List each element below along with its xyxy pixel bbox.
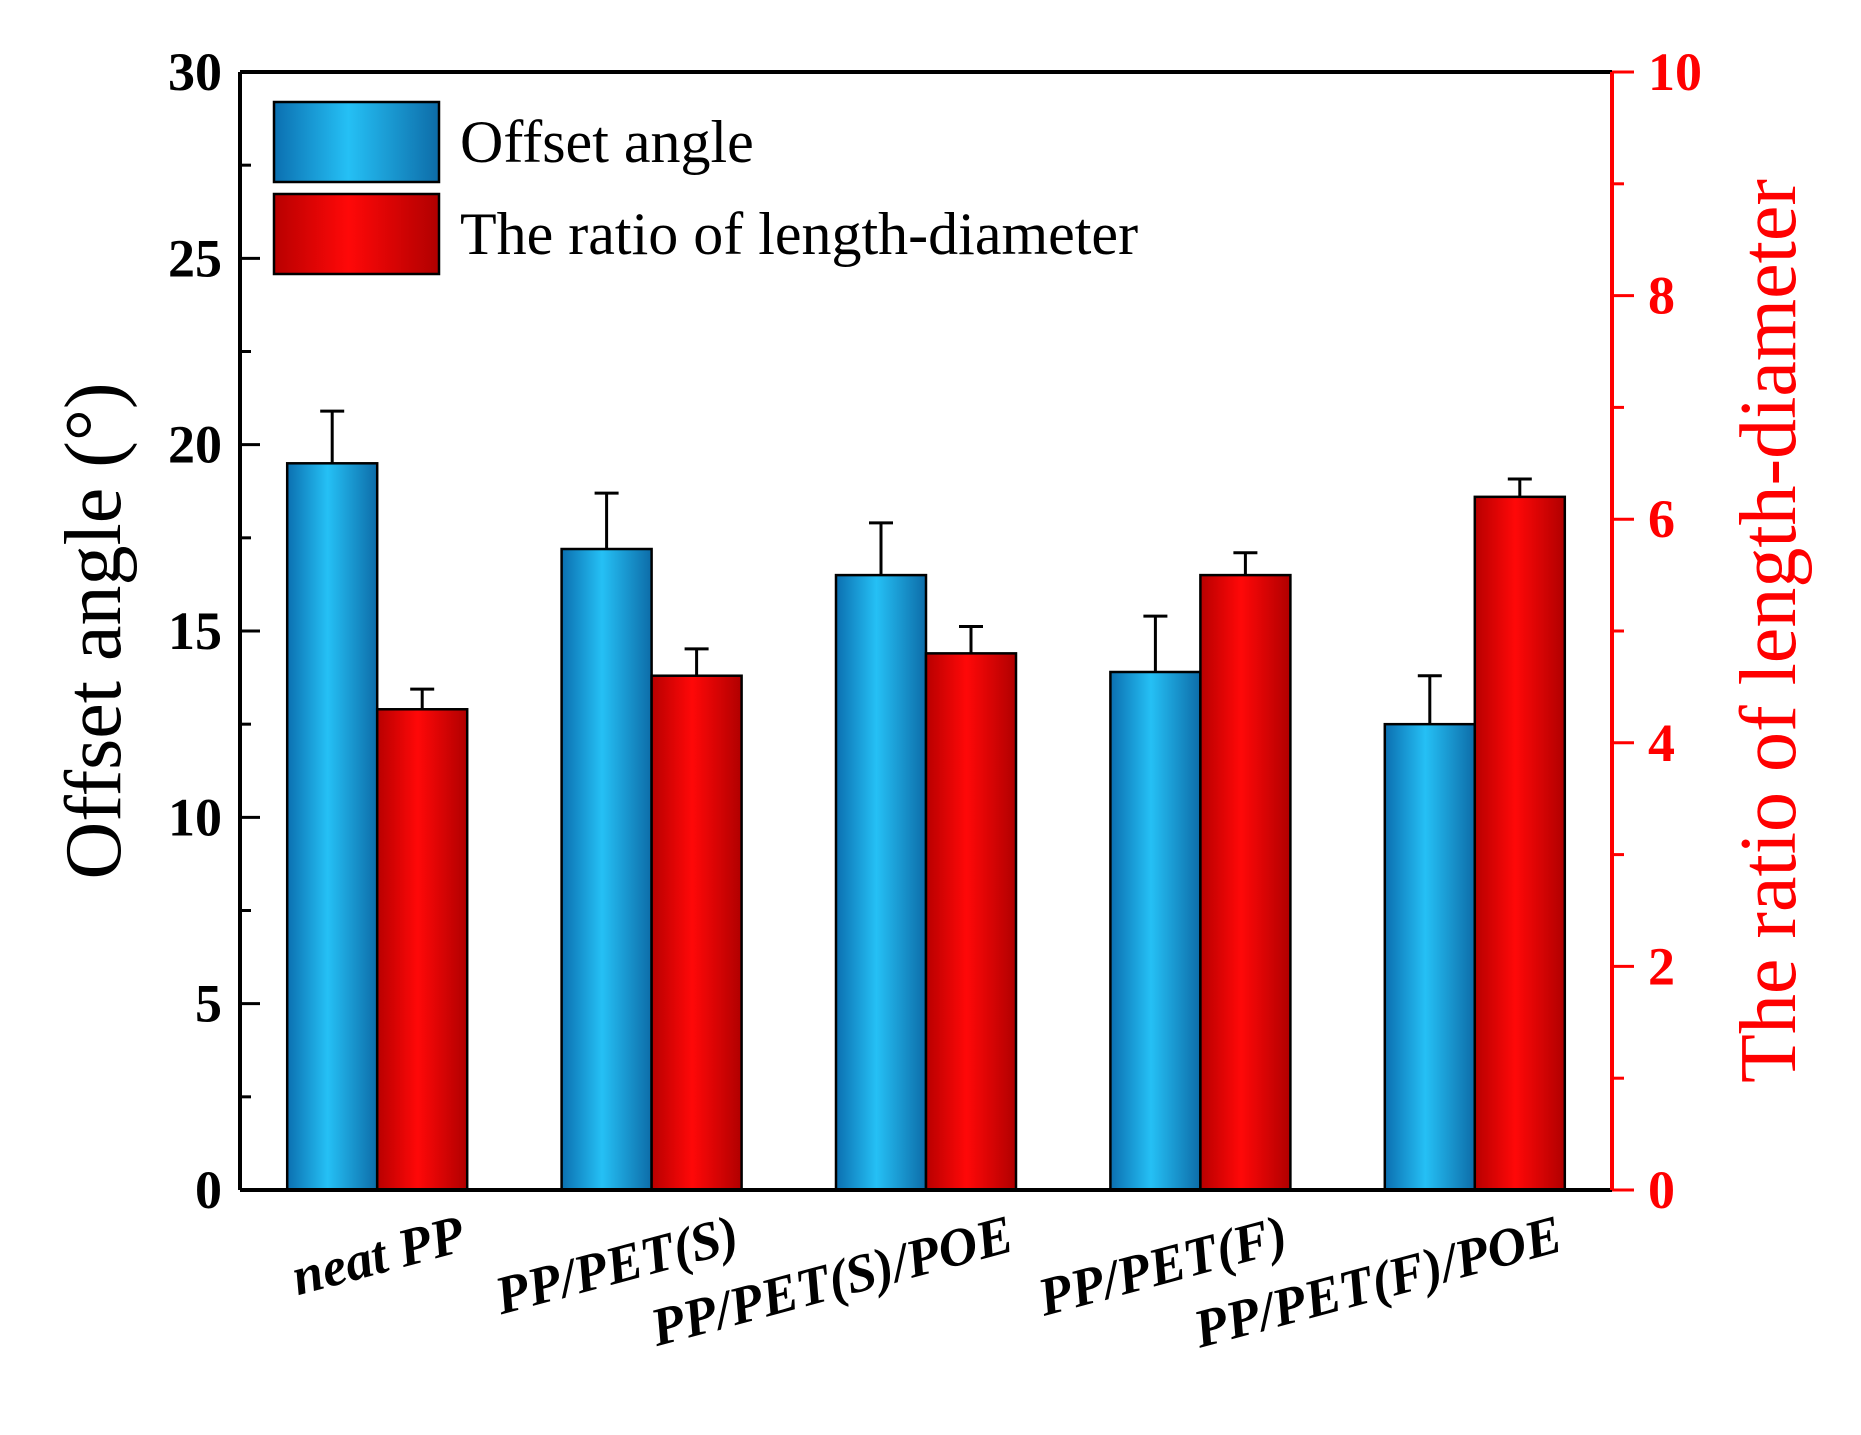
right-tick-label: 8	[1648, 266, 1675, 326]
bar-ratio-4	[1473, 495, 1567, 1192]
legend-swatch-1	[272, 192, 441, 276]
bar-ratio-3	[1199, 573, 1292, 1192]
left-tick-label: 10	[168, 787, 222, 847]
bar-offset-angle-2	[834, 573, 928, 1192]
right-tick-label: 0	[1648, 1160, 1675, 1220]
legend-label-0: Offset angle	[460, 109, 754, 175]
bar-ratio-0	[375, 708, 469, 1192]
bar-offset-angle-0	[285, 462, 379, 1192]
right-tick-label: 2	[1648, 936, 1675, 996]
left-axis-title: Offset angle (°)	[50, 383, 138, 880]
bar-ratio-1	[650, 674, 743, 1192]
left-tick-label: 5	[195, 974, 222, 1034]
left-tick-label: 15	[168, 601, 222, 661]
right-axis-title: The ratio of length-diameter	[1725, 179, 1813, 1083]
left-tick-label: 20	[168, 415, 222, 475]
right-tick-label: 6	[1648, 489, 1675, 549]
right-tick-label: 4	[1648, 713, 1675, 773]
legend-swatch-0	[272, 100, 441, 184]
left-tick-label: 30	[168, 42, 222, 102]
category-label: neat PP	[285, 1203, 471, 1307]
left-tick-label: 0	[195, 1160, 222, 1220]
bar-ratio-2	[924, 652, 1018, 1192]
left-tick-label: 25	[168, 228, 222, 288]
legend-label-1: The ratio of length-diameter	[460, 201, 1138, 267]
bar-offset-angle-3	[1109, 670, 1202, 1192]
bar-offset-angle-1	[560, 547, 653, 1192]
bar-offset-angle-4	[1383, 722, 1477, 1192]
right-tick-label: 10	[1648, 42, 1702, 102]
